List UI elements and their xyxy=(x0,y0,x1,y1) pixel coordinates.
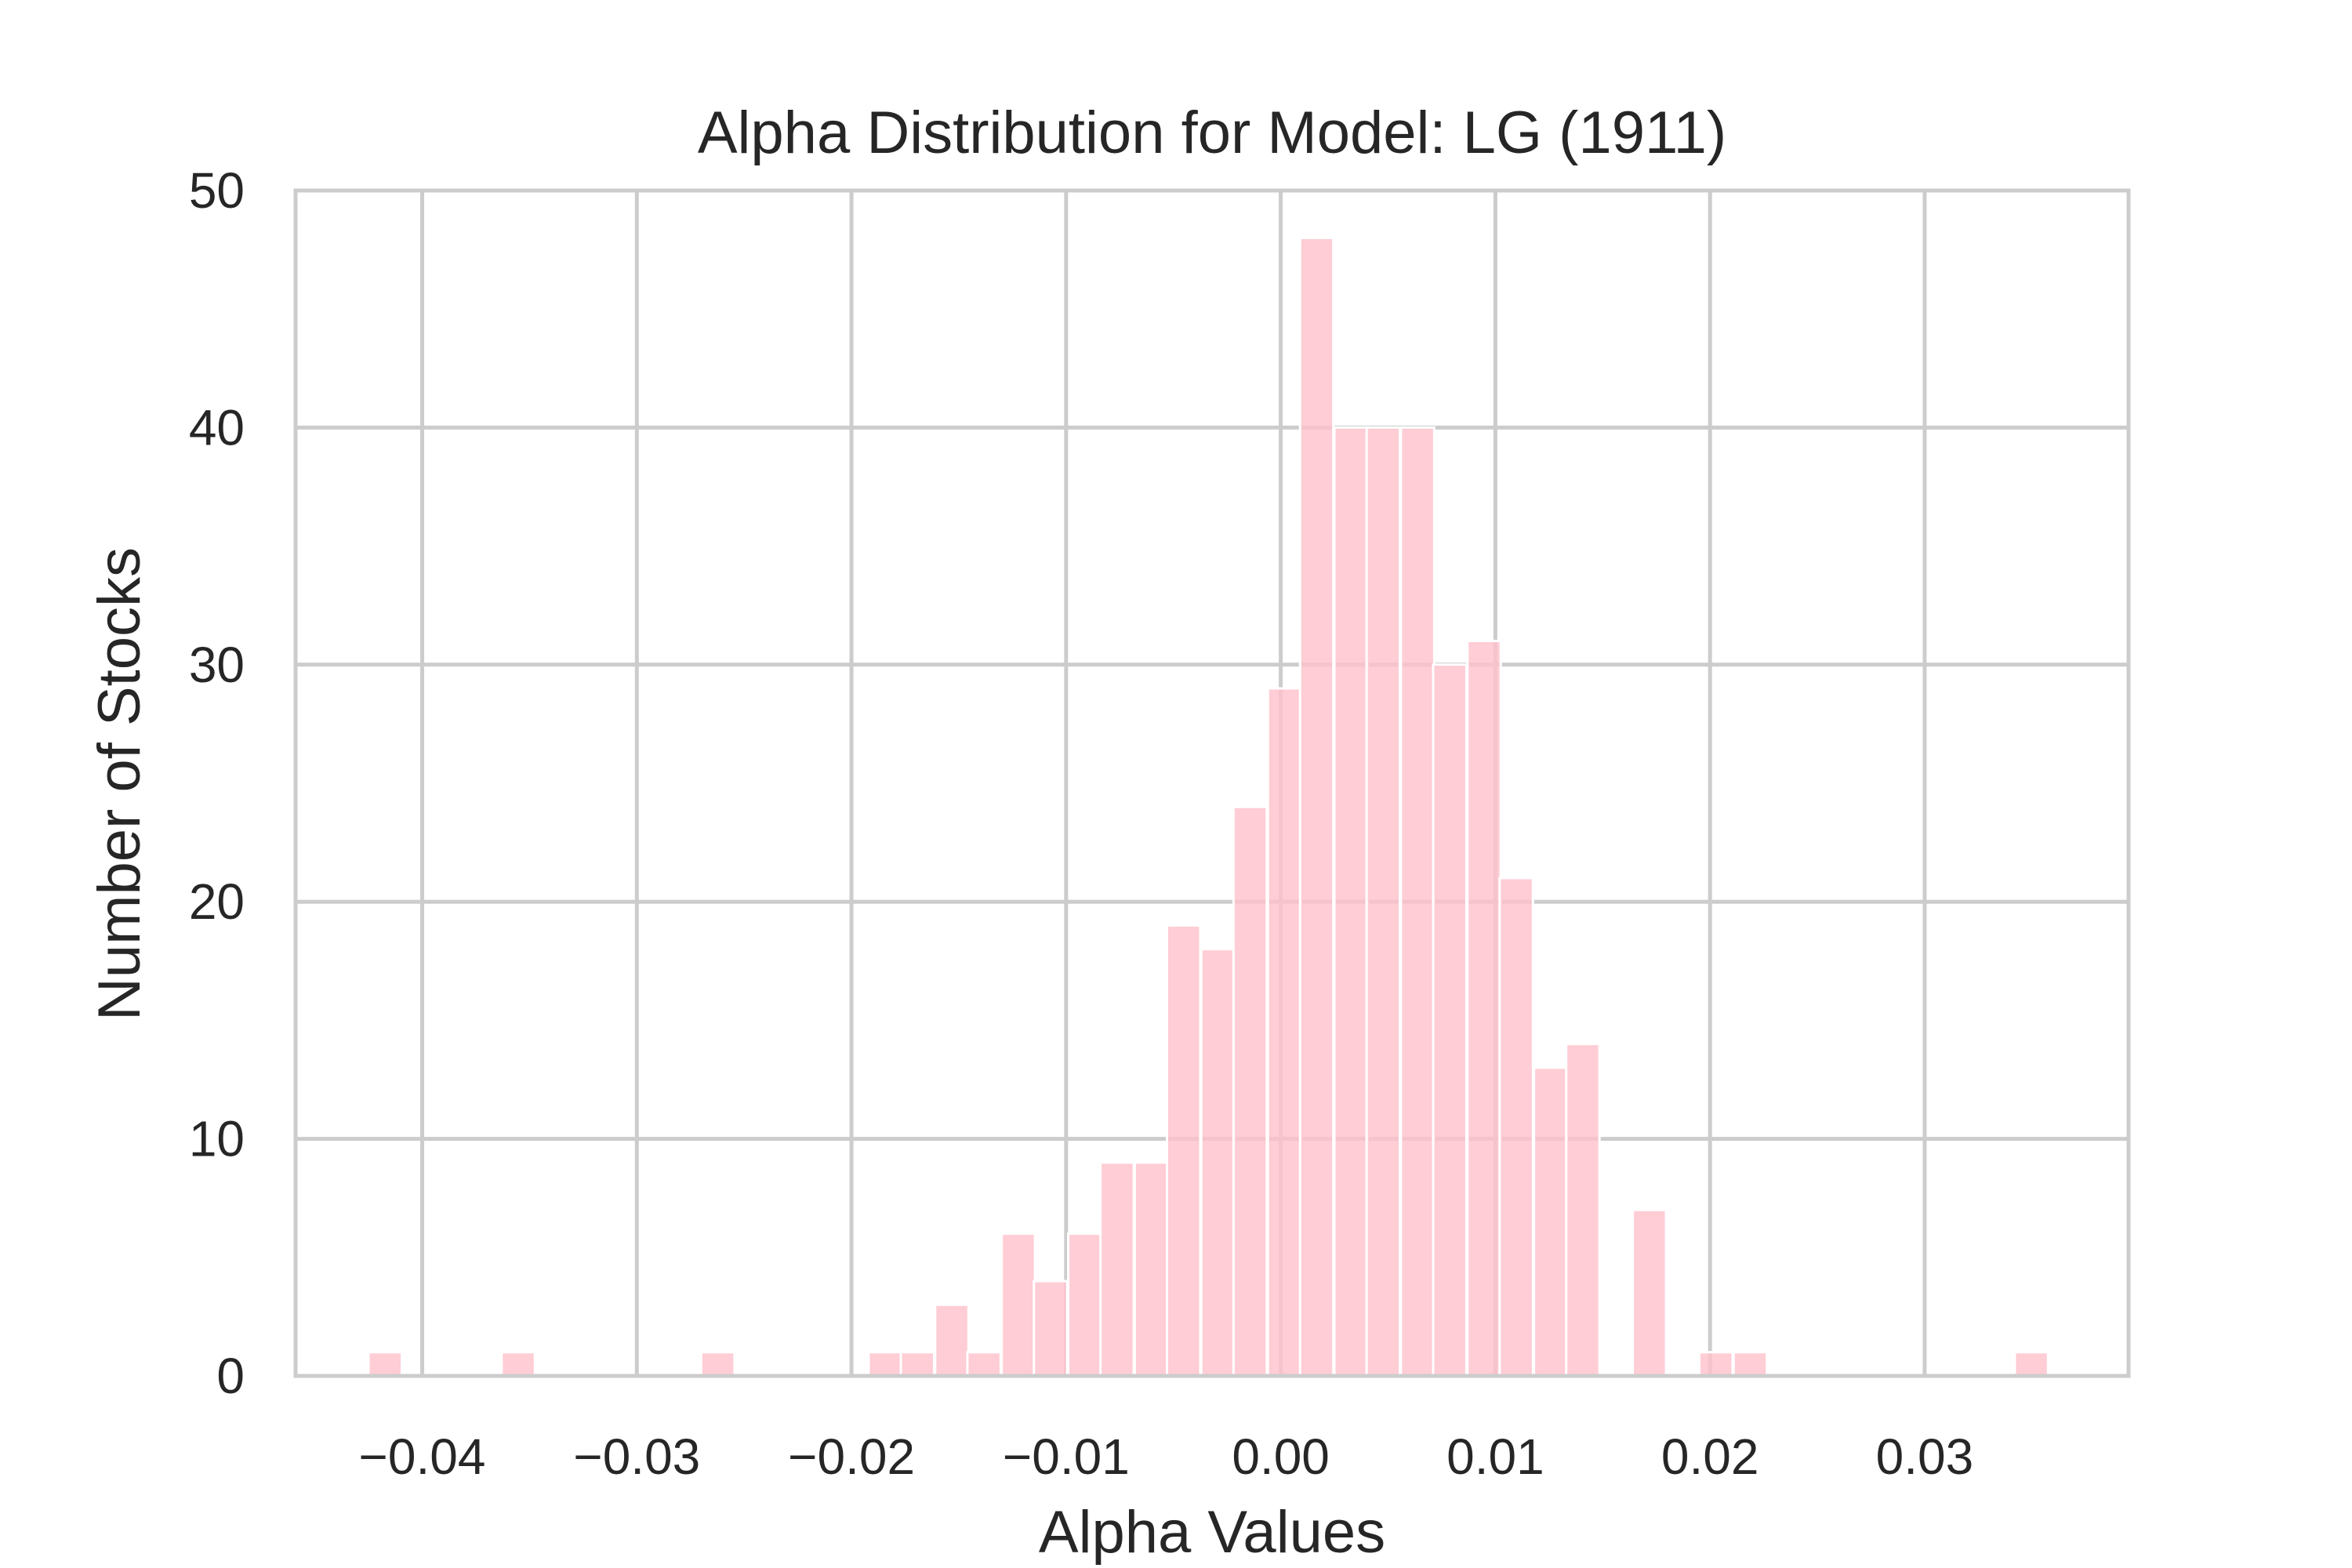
histogram-bar xyxy=(867,1351,903,1377)
histogram-bar xyxy=(1533,1066,1569,1377)
histogram-bar xyxy=(1432,663,1468,1377)
histogram-bar xyxy=(699,1351,736,1377)
histogram-bar xyxy=(1232,805,1269,1377)
histogram-bar xyxy=(1732,1351,1769,1377)
histogram-bar xyxy=(966,1351,1002,1377)
y-tick-label: 10 xyxy=(189,1111,245,1167)
histogram-bar xyxy=(1200,948,1236,1377)
histogram-bar xyxy=(899,1351,935,1377)
x-tick-label: 0.03 xyxy=(1876,1428,1974,1485)
histogram-bar xyxy=(1632,1208,1668,1377)
y-tick-label: 0 xyxy=(216,1348,245,1404)
y-tick-label: 20 xyxy=(189,873,245,930)
y-tick-labels: 0 10 20 30 40 50 xyxy=(189,162,245,1404)
x-tick-label: 0.00 xyxy=(1232,1428,1330,1485)
y-tick-label: 40 xyxy=(189,399,245,456)
histogram-bar xyxy=(1099,1161,1135,1377)
histogram-bar xyxy=(934,1303,970,1377)
y-tick-label: 50 xyxy=(189,162,245,219)
x-tick-labels: −0.04 −0.03 −0.02 −0.01 0.00 0.01 0.02 0.03 xyxy=(359,1428,1974,1485)
x-tick-label: −0.04 xyxy=(359,1428,486,1485)
histogram-bar xyxy=(2013,1351,2049,1377)
histogram-bar xyxy=(1697,1351,1734,1377)
histogram-bar xyxy=(1466,640,1502,1377)
x-tick-label: −0.01 xyxy=(1003,1428,1130,1485)
histogram-bar xyxy=(1000,1232,1036,1377)
histogram-bar xyxy=(1399,426,1436,1377)
histogram-bar xyxy=(500,1351,536,1377)
histogram-bar xyxy=(1266,687,1303,1377)
histogram-bar xyxy=(1166,924,1202,1377)
histogram-bar xyxy=(367,1351,404,1377)
x-tick-label: −0.02 xyxy=(788,1428,915,1485)
x-tick-label: 0.02 xyxy=(1661,1428,1759,1485)
histogram-bars xyxy=(367,236,2049,1377)
histogram-bar xyxy=(1365,426,1402,1377)
chart-title: Alpha Distribution for Model: LG (1911) xyxy=(698,100,1726,166)
histogram-bar xyxy=(1067,1232,1103,1377)
histogram-bar xyxy=(1498,877,1534,1377)
histogram-bar xyxy=(1565,1043,1601,1377)
x-tick-label: 0.01 xyxy=(1446,1428,1544,1485)
y-axis-label: Number of Stocks xyxy=(86,547,153,1021)
y-tick-label: 30 xyxy=(189,637,245,693)
histogram-bar xyxy=(1133,1161,1170,1377)
x-axis-label: Alpha Values xyxy=(1039,1499,1385,1566)
histogram-bar xyxy=(1033,1279,1069,1377)
x-tick-label: −0.03 xyxy=(573,1428,700,1485)
histogram-bar xyxy=(1333,426,1369,1377)
plot-frame xyxy=(293,188,2131,1378)
histogram-bar xyxy=(1298,236,1335,1377)
